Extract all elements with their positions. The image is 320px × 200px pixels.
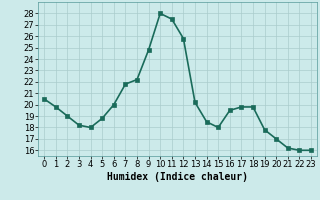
X-axis label: Humidex (Indice chaleur): Humidex (Indice chaleur) <box>107 172 248 182</box>
